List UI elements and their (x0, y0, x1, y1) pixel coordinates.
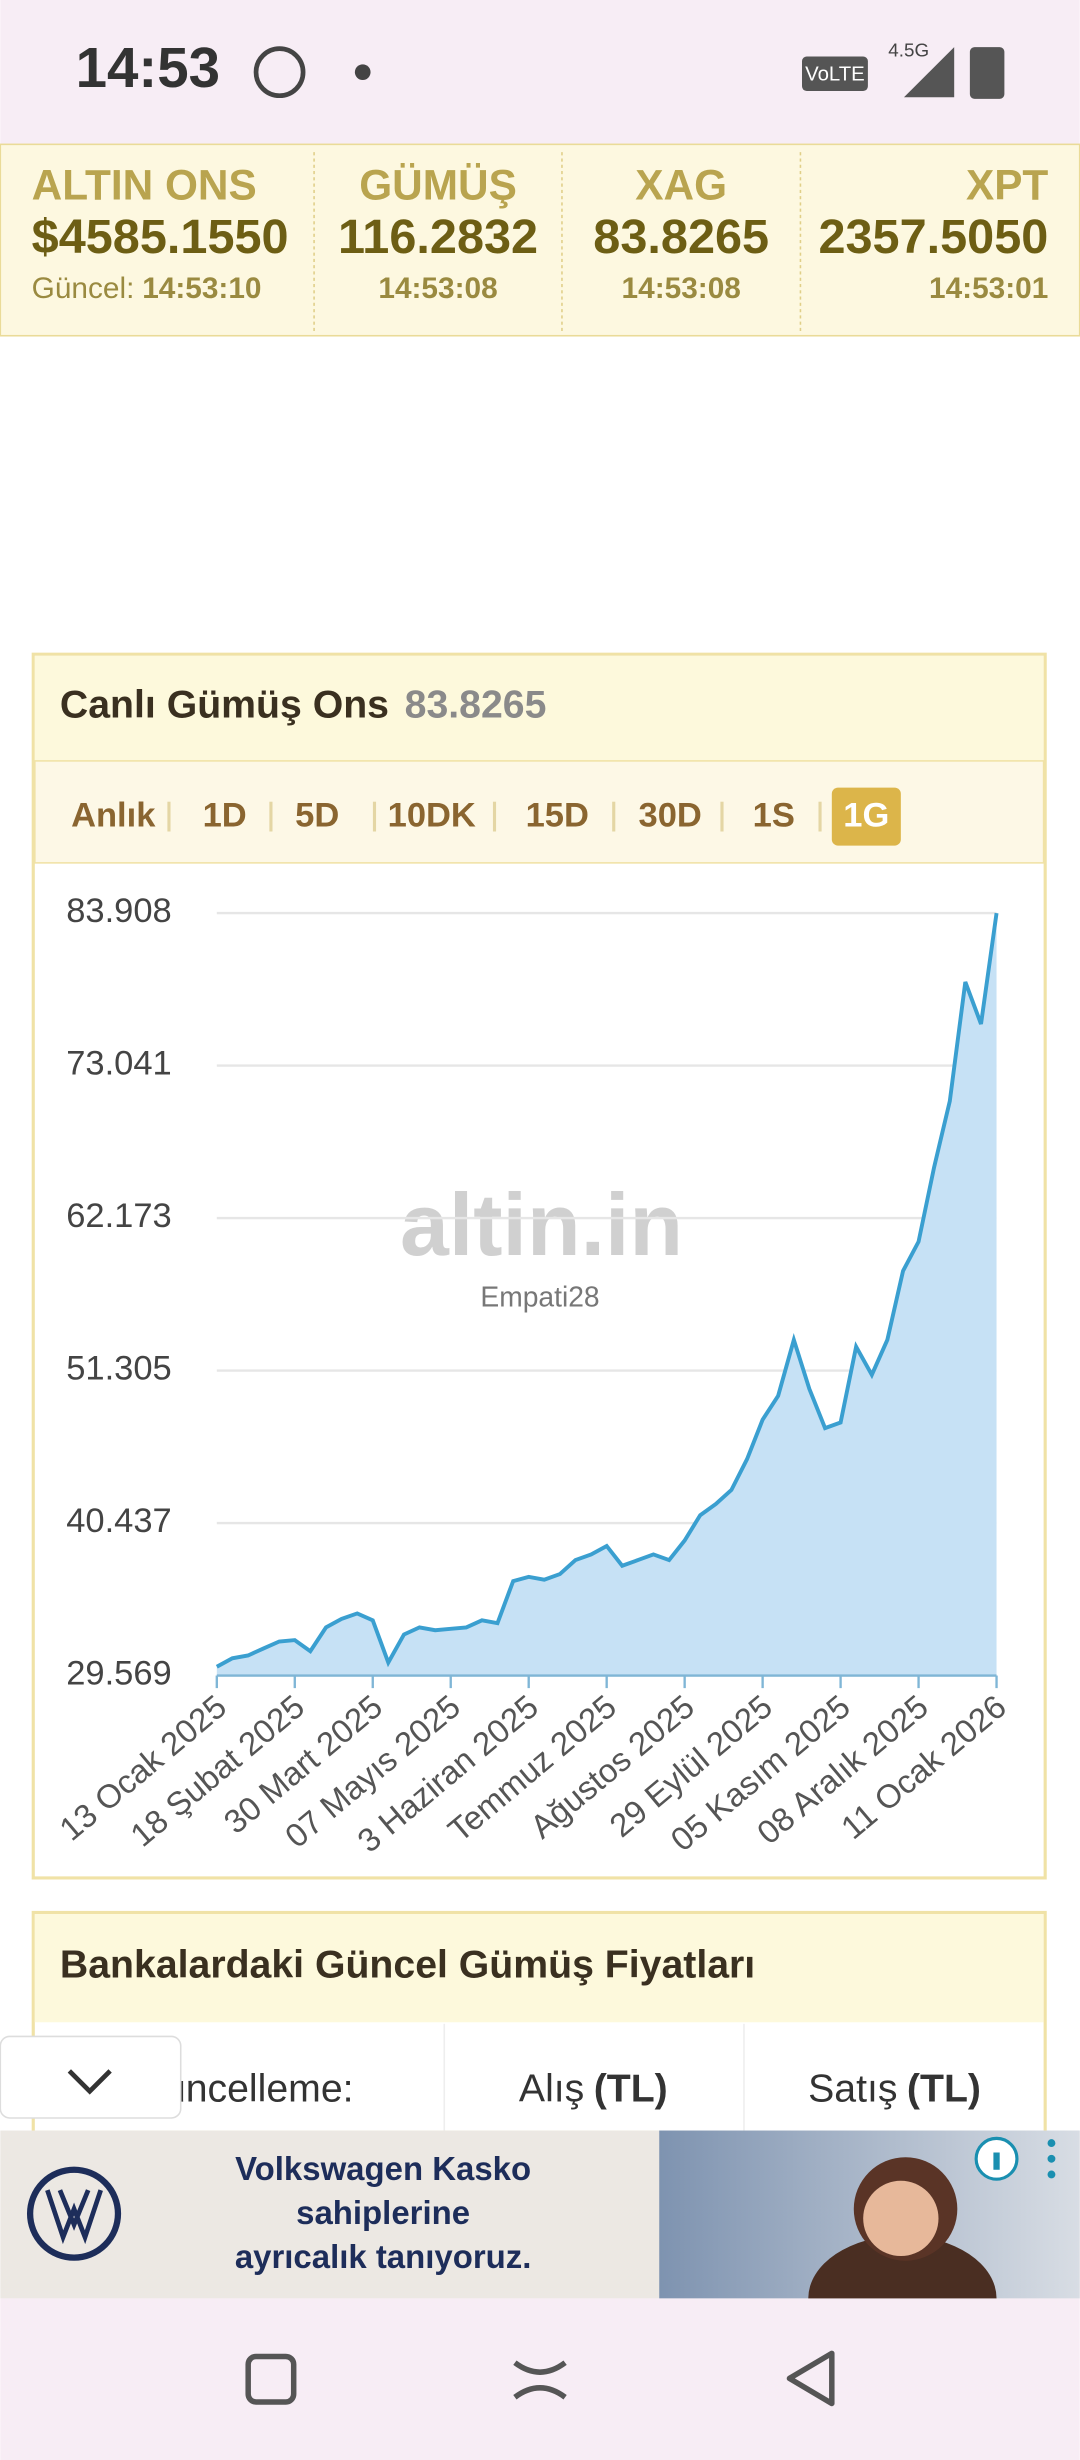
ticker-time: 14:53:01 (929, 272, 1048, 305)
ticker-name: ALTIN ONS (32, 161, 257, 208)
column-unit: (TL) (907, 2067, 981, 2111)
menu-dot (1047, 2154, 1056, 2163)
chart-title: Canlı Gümüş Ons 83.8265 (60, 683, 547, 727)
home-button[interactable] (513, 2360, 567, 2400)
panel-header (34, 655, 1044, 761)
recents-button[interactable] (245, 2353, 297, 2405)
info-i (993, 2152, 1000, 2170)
ad-text: Volkswagen Kasko sahiplerine ayrıcalık tan… (235, 2150, 532, 2275)
battery-icon (969, 47, 1005, 99)
nav-bar (0, 2298, 1080, 2460)
dot (354, 64, 371, 81)
tab[interactable]: 1D (203, 796, 247, 834)
signal-icon (903, 47, 955, 98)
vw-mark (45, 2189, 103, 2245)
tab[interactable]: 15D (526, 796, 589, 834)
bank-columns: Güncelleme: Alış (TL) Satış (TL) (133, 2067, 981, 2111)
collapse-button[interactable] (0, 2035, 182, 2119)
ticker-value: $4585.1550 (32, 210, 289, 264)
column-header: Satış (TL) (808, 2067, 981, 2111)
tab[interactable]: 30D (639, 796, 702, 834)
ad-line: Volkswagen Kasko (235, 2150, 531, 2187)
ticker-time: Güncel: 14:53:10 (32, 272, 262, 305)
time-value: 14:53:08 (622, 272, 741, 305)
ticker-bar (0, 143, 1080, 337)
title-text: Canlı Gümüş Ons (60, 683, 389, 727)
chevron (67, 2069, 112, 2095)
ad-line: ayrıcalık tanıyoruz. (235, 2238, 532, 2275)
status-bar (0, 0, 1080, 145)
volte-box (802, 56, 868, 91)
current-value: 83.8265 (405, 683, 547, 727)
y-tick-label: 29.569 (66, 1655, 172, 1693)
tab[interactable]: Anlık (71, 796, 156, 834)
menu-dot[interactable] (1047, 2139, 1056, 2148)
time-value: 14:53:01 (929, 272, 1048, 305)
column-header: Alış (TL) (519, 2067, 668, 2111)
ad-line: sahiplerine (296, 2194, 470, 2231)
y-tick-label: 51.305 (66, 1350, 172, 1388)
time-value: 14:53:08 (378, 272, 497, 305)
active-tab-bg (831, 787, 901, 846)
watermark: altin.in (400, 1175, 683, 1274)
y-tick-label: 62.173 (66, 1197, 172, 1235)
tab[interactable]: 1G (843, 796, 889, 834)
watermark-sub: Empati28 (480, 1280, 599, 1312)
network: 4.5G (888, 40, 929, 61)
area (216, 913, 997, 1676)
tab[interactable]: 10DK (388, 796, 476, 834)
y-tick-label: 40.437 (66, 1502, 172, 1540)
line (215, 912, 999, 1669)
ticker-value: 2357.5050 (818, 210, 1048, 264)
column-unit: (TL) (594, 2067, 668, 2111)
tabs: Anlık 1D 5D 10DK 15D 30D 1S 1G (71, 787, 901, 846)
back-button[interactable] (786, 2350, 835, 2407)
time-label: Güncel: (32, 272, 135, 305)
tab[interactable]: 5D (295, 796, 339, 834)
menu-dot (1047, 2170, 1056, 2179)
y-tick-label: 83.908 (66, 892, 172, 930)
ticker-value: 116.2832 (338, 210, 538, 264)
ticker-name: XAG (635, 161, 727, 208)
bank-title: Bankalardaki Güncel Gümüş Fiyatları (60, 1943, 755, 1987)
ticker-time: 14:53:08 (622, 272, 741, 305)
ticker-value: 83.8265 (593, 210, 769, 264)
volte: VoLTE (805, 64, 865, 86)
ticker-name: GÜMÜŞ (359, 161, 517, 208)
photo-face (863, 2180, 939, 2257)
column-label: Satış (808, 2067, 897, 2111)
whatsapp-icon (253, 46, 306, 99)
ticker-time: 14:53:08 (378, 272, 497, 305)
bank-header (34, 1914, 1044, 2023)
clock: 14:53 (76, 36, 220, 99)
tab[interactable]: 1S (753, 796, 795, 834)
column-label: Alış (519, 2067, 584, 2111)
time-value: 14:53:10 (142, 272, 261, 305)
ticker-name: XPT (966, 161, 1048, 208)
vw-logo (26, 2166, 122, 2261)
y-tick-label: 73.041 (66, 1045, 172, 1083)
